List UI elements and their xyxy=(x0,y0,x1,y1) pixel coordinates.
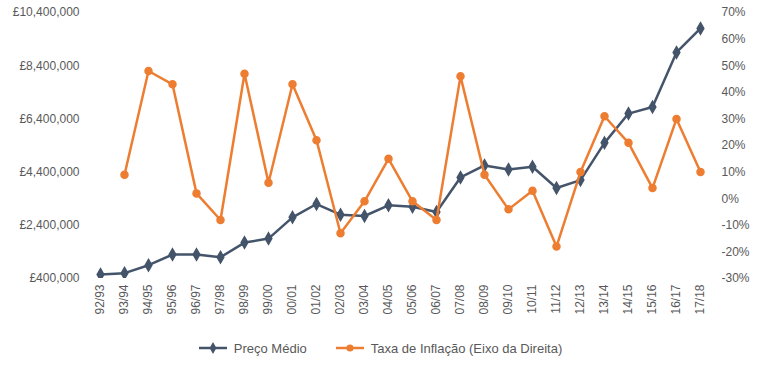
svg-text:£4,400,000: £4,400,000 xyxy=(19,165,79,179)
svg-text:13/14: 13/14 xyxy=(597,284,611,314)
svg-text:40%: 40% xyxy=(722,85,746,99)
svg-text:£2,400,000: £2,400,000 xyxy=(19,218,79,232)
svg-text:96/97: 96/97 xyxy=(189,284,203,314)
svg-text:17/18: 17/18 xyxy=(693,284,707,314)
svg-text:92/93: 92/93 xyxy=(93,284,107,314)
svg-text:60%: 60% xyxy=(722,32,746,46)
svg-text:08/09: 08/09 xyxy=(477,284,491,314)
svg-text:98/99: 98/99 xyxy=(237,284,251,314)
svg-text:10/11: 10/11 xyxy=(525,284,539,313)
svg-text:04/05: 04/05 xyxy=(381,284,395,314)
svg-text:93/94: 93/94 xyxy=(117,284,131,314)
svg-text:£400,000: £400,000 xyxy=(29,271,79,285)
svg-text:50%: 50% xyxy=(722,59,746,73)
svg-text:0%: 0% xyxy=(722,192,740,206)
html-text:Taxa de Inflação (Eixo da Dire: Taxa de Inflação (Eixo da Direita) xyxy=(370,340,563,356)
svg-text:16/17: 16/17 xyxy=(669,284,683,314)
svg-text:95/96: 95/96 xyxy=(165,284,179,314)
svg-text:09/10: 09/10 xyxy=(501,284,515,314)
svg-text:06/07: 06/07 xyxy=(429,284,443,314)
svg-text:£8,400,000: £8,400,000 xyxy=(19,59,79,73)
svg-text:-10%: -10% xyxy=(722,218,750,232)
svg-text:07/08: 07/08 xyxy=(453,284,467,314)
svg-text:£10,400,000: £10,400,000 xyxy=(13,5,80,19)
html-text:Preço Médio: Preço Médio xyxy=(233,340,307,356)
svg-text:-30%: -30% xyxy=(722,271,750,285)
svg-text:70%: 70% xyxy=(722,5,746,19)
svg-text:97/98: 97/98 xyxy=(213,284,227,314)
svg-text:01/02: 01/02 xyxy=(309,284,323,314)
svg-text:99/00: 99/00 xyxy=(261,284,275,314)
svg-text:£6,400,000: £6,400,000 xyxy=(19,112,79,126)
svg-text:02/03: 02/03 xyxy=(333,284,347,314)
svg-text:10%: 10% xyxy=(722,165,746,179)
svg-text:14/15: 14/15 xyxy=(621,284,635,314)
svg-text:30%: 30% xyxy=(722,112,746,126)
svg-text:20%: 20% xyxy=(722,138,746,152)
svg-text:-20%: -20% xyxy=(722,245,750,259)
svg-text:03/04: 03/04 xyxy=(357,284,371,314)
svg-text:11/12: 11/12 xyxy=(549,284,563,313)
svg-text:12/13: 12/13 xyxy=(573,284,587,314)
svg-text:05/06: 05/06 xyxy=(405,284,419,314)
svg-text:94/95: 94/95 xyxy=(141,284,155,314)
svg-text:00/01: 00/01 xyxy=(285,284,299,314)
svg-text:15/16: 15/16 xyxy=(645,284,659,314)
